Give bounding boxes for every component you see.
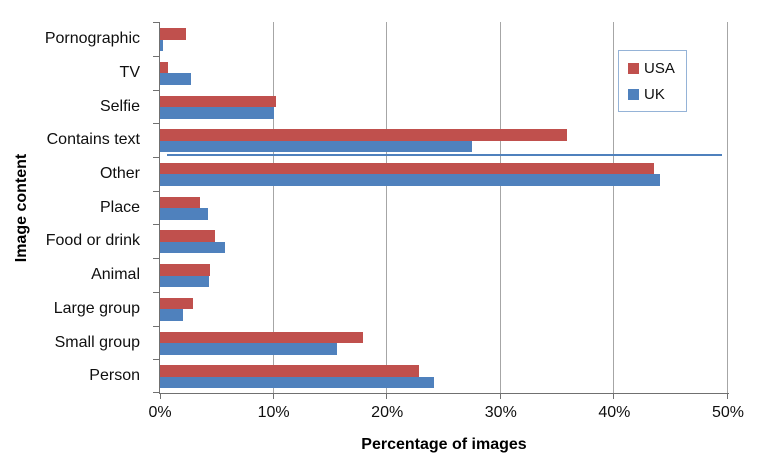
- bar-uk-place: [160, 208, 208, 220]
- gridline-30pct: [499, 22, 501, 393]
- category-label-small-group: Small group: [54, 333, 140, 351]
- category-label-large-group: Large group: [53, 299, 140, 317]
- bar-usa-food-or-drink: [160, 230, 215, 242]
- bar-uk-selfie: [160, 107, 274, 119]
- y-axis-tick: [153, 190, 159, 192]
- bar-uk-person: [160, 376, 434, 389]
- x-axis-tick: [727, 394, 728, 399]
- legend-item-usa: USA: [628, 60, 686, 77]
- bar-uk-food-or-drink: [160, 241, 225, 254]
- thin-blue-line: [166, 154, 723, 156]
- y-axis-tick: [153, 123, 159, 125]
- x-tick-label-50pct: 50%: [711, 404, 745, 421]
- legend-swatch-uk-icon: [628, 88, 639, 100]
- gridline-40pct: [613, 22, 615, 393]
- x-axis-tick: [272, 394, 274, 399]
- x-axis-tick: [386, 394, 388, 399]
- bar-uk-animal: [160, 275, 209, 288]
- y-axis-tick: [153, 359, 159, 361]
- bar-usa-pornographic: [160, 28, 187, 40]
- x-axis-line: [159, 393, 729, 394]
- y-axis-line: [159, 22, 160, 394]
- x-tick-label-30pct: 30%: [484, 404, 517, 421]
- bar-uk-tv: [160, 73, 191, 85]
- x-tick-label-0pct: 0%: [148, 404, 172, 421]
- gridline-20pct: [386, 22, 388, 393]
- bar-usa-person: [160, 365, 419, 377]
- bar-usa-contains-text: [160, 129, 567, 141]
- bar-uk-pornographic: [160, 39, 164, 51]
- x-axis-title: Percentage of images: [361, 436, 527, 453]
- legend-item-uk: UK: [628, 86, 686, 103]
- category-label-place: Place: [99, 198, 140, 216]
- y-axis-tick: [153, 325, 159, 327]
- bar-uk-small-group: [160, 343, 338, 355]
- x-tick-label-20pct: 20%: [371, 404, 404, 421]
- category-label-pornographic: Pornographic: [44, 30, 140, 47]
- bar-uk-large-group: [160, 309, 183, 321]
- y-axis-tick: [153, 258, 159, 260]
- bar-usa-animal: [160, 264, 210, 276]
- y-axis-tick: [153, 156, 159, 158]
- bar-usa-large-group: [160, 297, 193, 310]
- category-label-other: Other: [99, 164, 140, 182]
- x-axis-tick: [613, 394, 615, 399]
- category-label-selfie: Selfie: [99, 97, 140, 115]
- y-axis-tick: [153, 22, 159, 23]
- bar-usa-selfie: [160, 95, 276, 107]
- category-label-tv: TV: [119, 63, 140, 81]
- bar-usa-other: [160, 162, 655, 175]
- category-label-contains-text: Contains text: [46, 131, 140, 149]
- y-axis-tick: [153, 392, 159, 393]
- bar-usa-tv: [160, 61, 168, 74]
- legend: USA UK: [618, 50, 687, 112]
- plot-area: [153, 22, 728, 399]
- legend-label-uk: UK: [644, 85, 665, 103]
- bar-usa-place: [160, 196, 200, 209]
- gridline-50pct: [727, 22, 728, 393]
- category-label-animal: Animal: [91, 266, 140, 284]
- category-label-food-or-drink: Food or drink: [45, 232, 140, 250]
- category-label-person: Person: [89, 367, 140, 385]
- legend-swatch-usa-icon: [628, 62, 639, 74]
- legend-label-usa: USA: [644, 59, 675, 77]
- bar-usa-small-group: [160, 331, 364, 343]
- bar-uk-contains-text: [160, 140, 473, 153]
- bar-uk-other: [160, 174, 660, 186]
- y-axis-tick: [153, 89, 159, 91]
- x-axis-tick: [499, 394, 501, 399]
- y-axis-tick: [153, 224, 159, 226]
- gridline-10pct: [272, 22, 274, 393]
- x-tick-label-10pct: 10%: [257, 404, 290, 421]
- x-tick-label-40pct: 40%: [598, 404, 631, 421]
- y-axis-tick: [153, 291, 159, 293]
- y-axis-tick: [153, 55, 159, 57]
- x-axis-tick: [160, 394, 161, 399]
